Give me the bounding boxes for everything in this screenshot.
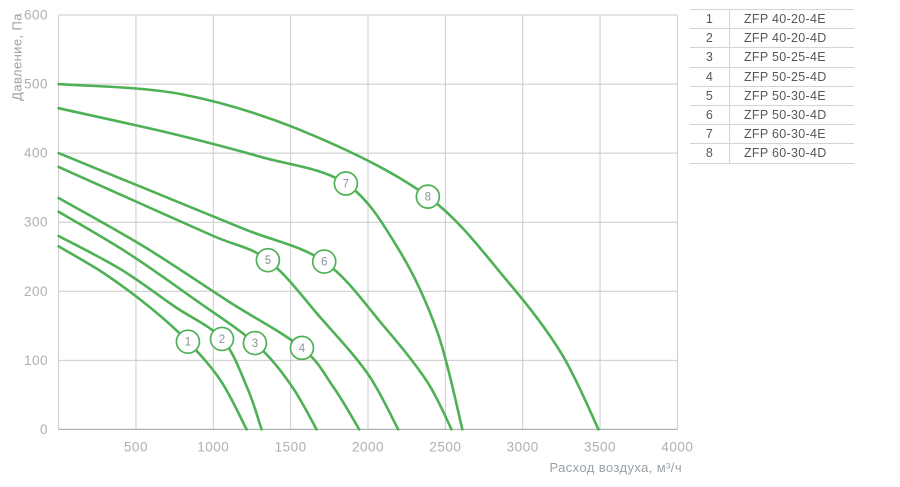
x-tick-label: 2000 — [352, 440, 384, 455]
curve-label-circle-5 — [255, 247, 281, 273]
legend-row: 2 ZFP 40-20-4D — [690, 29, 854, 49]
x-tick-label: 3000 — [507, 440, 539, 455]
legend-row-number: 8 — [690, 144, 730, 163]
legend-row-model: ZFP 60-30-4E — [744, 127, 826, 142]
fan-curve-3 — [57, 210, 318, 431]
curve-label-circle-4 — [289, 335, 315, 361]
x-tick-label: 1500 — [275, 440, 307, 455]
curve-label-number-8: 8 — [425, 192, 431, 204]
curve-label-circle-1 — [175, 329, 201, 355]
legend-row-model: ZFP 50-25-4D — [744, 69, 827, 84]
curve-label-circle-2 — [209, 326, 235, 352]
curve-label-number-6: 6 — [321, 257, 327, 269]
legend-row-number: 3 — [690, 48, 730, 67]
x-tick-label: 2500 — [429, 440, 461, 455]
curve-label-number-1: 1 — [185, 337, 191, 349]
x-tick-label: 500 — [124, 440, 148, 455]
legend-row-model: ZFP 60-30-4D — [744, 146, 827, 161]
x-axis-title: Расход воздуха, м³/ч — [549, 460, 682, 475]
x-tick-label: 3500 — [584, 440, 616, 455]
legend-row-model: ZFP 50-25-4E — [744, 50, 826, 65]
curve-label-circle-7 — [333, 171, 359, 196]
legend-row-number: 7 — [690, 125, 730, 144]
fan-curve-4 — [57, 196, 361, 431]
fan-curve-5 — [57, 165, 400, 431]
x-tick-label: 4000 — [661, 440, 693, 455]
y-tick-label: 600 — [24, 8, 48, 23]
legend-row-number: 1 — [690, 10, 730, 29]
fan-curve-6 — [57, 151, 453, 431]
legend-row: 4 ZFP 50-25-4D — [690, 67, 854, 87]
curve-label-number-2: 2 — [219, 334, 225, 346]
legend-row: 8 ZFP 60-30-4D — [690, 144, 854, 164]
curve-label-number-7: 7 — [343, 179, 349, 191]
legend-table: 1 ZFP 40-20-4E 2 ZFP 40-20-4D 3 ZFP 50-25-4E 4… — [690, 9, 854, 164]
legend-row-number: 4 — [690, 67, 730, 86]
y-tick-label: 400 — [24, 146, 48, 161]
legend-row-number: 2 — [690, 29, 730, 48]
curve-label-number-4: 4 — [299, 343, 306, 355]
legend-row: 7 ZFP 60-30-4E — [690, 125, 854, 145]
legend-row-model: ZFP 50-30-4E — [744, 88, 826, 103]
legend-row-model: ZFP 40-20-4D — [744, 31, 827, 46]
fan-curve-8 — [57, 82, 600, 431]
curve-label-circle-8 — [415, 184, 441, 209]
legend-row: 5 ZFP 50-30-4E — [690, 86, 854, 106]
y-tick-label: 300 — [24, 215, 48, 230]
fan-curve-1 — [57, 245, 248, 431]
y-tick-label: 200 — [24, 284, 48, 299]
legend-row-number: 6 — [690, 105, 730, 125]
x-tick-label: 1000 — [197, 440, 229, 455]
y-tick-label: 100 — [24, 353, 48, 368]
curve-label-circle-6 — [311, 249, 337, 274]
legend-row: 6 ZFP 50-30-4D — [690, 105, 854, 126]
curve-label-number-3: 3 — [252, 338, 258, 350]
curve-label-number-5: 5 — [265, 255, 271, 267]
legend-row: 1 ZFP 40-20-4E — [690, 10, 854, 30]
y-tick-label: 500 — [24, 77, 48, 92]
legend-row-model: ZFP 40-20-4E — [744, 12, 826, 27]
legend-row: 3 ZFP 50-25-4E — [690, 48, 854, 68]
curve-label-circle-3 — [242, 330, 268, 356]
fan-curve-2 — [57, 234, 263, 431]
y-tick-label: 0 — [40, 422, 48, 437]
legend-row-model: ZFP 50-30-4D — [744, 108, 827, 123]
legend-row-number: 5 — [690, 86, 730, 105]
